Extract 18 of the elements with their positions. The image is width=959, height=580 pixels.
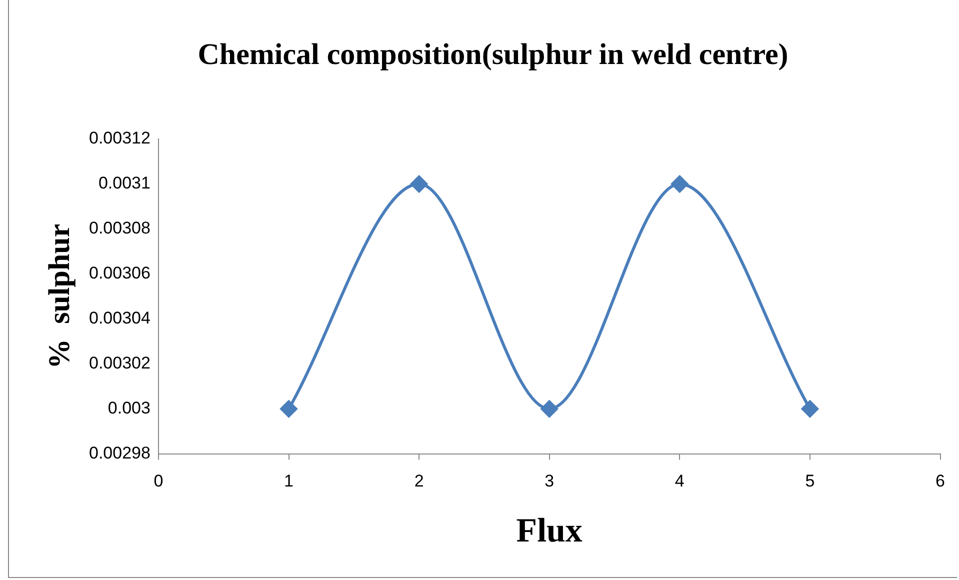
x-tick-label: 1 xyxy=(284,472,294,491)
x-tick-label: 4 xyxy=(674,472,684,491)
y-axis-title: % sulphur xyxy=(42,224,76,369)
y-tick-label: 0.00304 xyxy=(89,308,150,328)
y-tick-label: 0.00312 xyxy=(89,128,150,148)
y-tick-label: 0.0031 xyxy=(98,174,150,193)
x-tick-label: 2 xyxy=(414,472,424,491)
y-tick-label: 0.00308 xyxy=(89,218,150,238)
chart-title: Chemical composition(sulphur in weld centre) xyxy=(198,38,788,71)
x-tick-label: 0 xyxy=(154,472,164,491)
y-tick-label: 0.00306 xyxy=(89,264,150,283)
x-axis-title: Flux xyxy=(516,512,582,550)
y-tick-label: 0.003 xyxy=(108,398,150,418)
x-tick-label: 3 xyxy=(544,472,554,491)
x-tick-label: 6 xyxy=(936,472,946,491)
y-tick-label: 0.00298 xyxy=(89,443,150,462)
y-tick-label: 0.00302 xyxy=(89,354,150,373)
x-tick-label: 5 xyxy=(805,472,815,491)
